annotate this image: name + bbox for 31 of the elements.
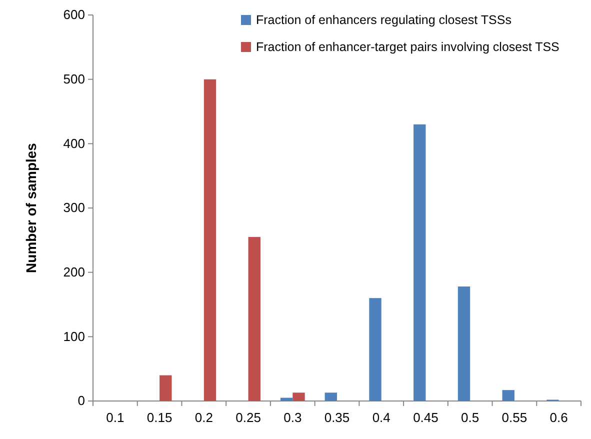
x-tick-label: 0.5 [461, 410, 480, 426]
bar [324, 392, 337, 401]
x-tick-label: 0.45 [413, 410, 438, 426]
y-tick-label: 100 [63, 328, 85, 344]
x-tick-label: 0.55 [502, 410, 528, 426]
bar [160, 375, 172, 401]
y-tick-label: 600 [63, 7, 85, 22]
x-tick-label: 0.15 [146, 410, 172, 426]
y-tick-label: 400 [63, 136, 85, 151]
y-tick-label: 300 [63, 200, 85, 216]
legend-label: Fraction of enhancers regulating closest TSSs [256, 13, 512, 27]
y-axis-title: Number of samples [23, 142, 39, 273]
x-tick-label: 0.25 [236, 410, 261, 426]
x-tick-label: 0.2 [194, 410, 213, 426]
y-tick-label: 0 [78, 393, 85, 408]
bar [369, 298, 382, 401]
bar [458, 286, 470, 401]
y-tick-label: 200 [63, 264, 85, 280]
bar [204, 79, 216, 401]
x-tick-label: 0.1 [106, 410, 124, 426]
bar [280, 398, 293, 401]
x-tick-label: 0.3 [284, 410, 302, 426]
x-tick-label: 0.35 [324, 410, 350, 426]
x-tick-label: 0.6 [550, 410, 568, 426]
x-tick-label: 0.4 [372, 410, 390, 426]
bar [292, 392, 305, 401]
legend-label: Fraction of enhancer-target pairs involving closest TSS [256, 40, 560, 54]
bar [248, 236, 260, 401]
bar [502, 390, 514, 401]
bar [414, 124, 426, 401]
y-tick-label: 500 [63, 71, 85, 86]
